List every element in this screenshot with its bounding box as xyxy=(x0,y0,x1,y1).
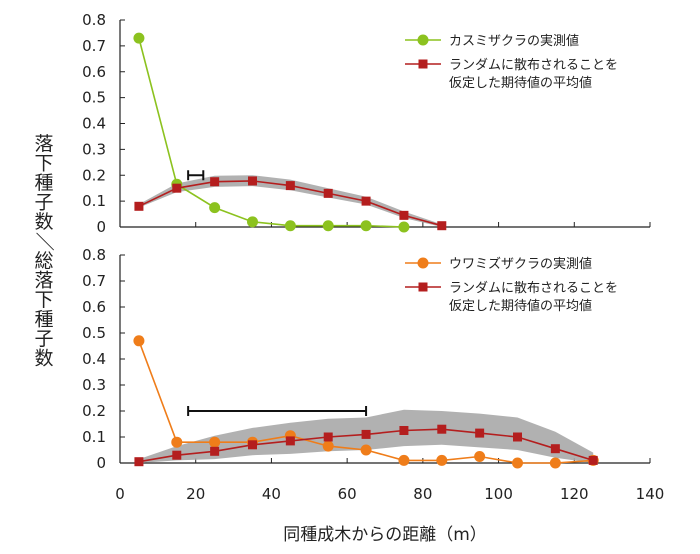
x-tick-label: 60 xyxy=(338,485,357,503)
data-point xyxy=(360,220,372,232)
data-point xyxy=(133,32,145,44)
data-point xyxy=(134,201,144,211)
y-tick-label: 0.6 xyxy=(82,298,106,316)
data-point xyxy=(475,428,485,438)
y-tick-label: 0.8 xyxy=(82,246,106,264)
data-point xyxy=(398,454,410,466)
y-tick-label: 0 xyxy=(96,454,106,472)
legend-marker xyxy=(418,59,428,69)
data-point xyxy=(248,440,257,450)
y-tick-label: 0.1 xyxy=(82,428,106,446)
legend-label: 仮定した期待値の平均値 xyxy=(449,298,592,314)
data-point xyxy=(284,220,296,232)
y-tick-label: 0.2 xyxy=(82,166,106,184)
data-point xyxy=(399,210,409,220)
y-axis-title-char: 落 xyxy=(34,133,53,155)
data-point xyxy=(209,202,221,214)
y-tick-label: 0.2 xyxy=(82,402,106,420)
data-point xyxy=(323,188,333,198)
data-point xyxy=(133,335,145,347)
y-tick-label: 0 xyxy=(96,218,106,236)
y-axis-title-char: 下 xyxy=(34,153,53,175)
data-point xyxy=(436,454,448,466)
data-point xyxy=(549,457,561,469)
y-tick-label: 0.5 xyxy=(82,89,106,107)
x-tick-label: 0 xyxy=(115,485,125,503)
x-tick-label: 40 xyxy=(262,485,281,503)
x-tick-label: 20 xyxy=(186,485,205,503)
data-point xyxy=(247,216,258,228)
legend-label: ランダムに散布されることを xyxy=(449,58,618,73)
data-point xyxy=(285,436,295,446)
data-point xyxy=(437,424,447,434)
data-point xyxy=(209,436,221,448)
x-tick-label: 80 xyxy=(413,485,432,503)
data-point xyxy=(399,426,409,435)
data-point xyxy=(172,183,182,193)
data-point xyxy=(210,446,220,456)
data-point xyxy=(398,221,410,233)
legend-label: 仮定した期待値の平均値 xyxy=(449,75,592,91)
y-tick-label: 0.4 xyxy=(82,350,106,368)
data-point xyxy=(588,455,598,465)
y-tick-label: 0.5 xyxy=(82,324,106,342)
legend-label: ランダムに散布されることを xyxy=(449,281,618,296)
y-tick-label: 0.8 xyxy=(82,11,106,29)
y-axis-title-char: ／ xyxy=(33,232,55,251)
data-point xyxy=(437,221,447,231)
data-point xyxy=(361,196,371,206)
data-point xyxy=(210,177,220,187)
data-point xyxy=(513,432,522,442)
y-tick-label: 0.3 xyxy=(82,140,106,158)
legend-marker xyxy=(417,34,429,46)
y-tick-label: 0.6 xyxy=(82,63,106,81)
y-tick-label: 0.4 xyxy=(82,115,106,133)
data-point xyxy=(171,436,183,448)
legend-marker xyxy=(417,257,429,269)
legend-marker xyxy=(418,282,428,292)
y-axis-title-char: 数 xyxy=(34,348,53,370)
x-axis-title: 同種成木からの距離（m） xyxy=(283,525,487,545)
data-point xyxy=(512,457,523,469)
y-axis-title-char: 総 xyxy=(34,250,53,272)
panel-2: 0 0.1 0.2 0.3 0.4 0.5 0.6 0.7 0.8 ウワミズザクラの実測値ランダム… xyxy=(82,246,651,472)
y-axis-title-char: 種 xyxy=(34,309,53,331)
y-axis-title-char: 種 xyxy=(34,172,53,194)
data-point xyxy=(322,220,334,232)
data-point xyxy=(474,451,486,462)
y-tick-label: 0.3 xyxy=(82,376,106,394)
y-tick-label: 0.7 xyxy=(82,272,106,290)
data-point xyxy=(285,181,295,191)
y-axis-title-char: 下 xyxy=(34,289,53,311)
data-point xyxy=(172,450,182,460)
legend-label: ウワミズザクラの実測値 xyxy=(449,256,592,272)
y-tick-label: 0.7 xyxy=(82,37,106,55)
y-axis-title-char: 子 xyxy=(34,192,53,214)
data-point xyxy=(134,457,144,467)
x-tick-label: 120 xyxy=(560,485,589,503)
panel-1: 0 0.1 0.2 0.3 0.4 0.5 0.6 0.7 0.8 カスミザクラの実測値ランダムに… xyxy=(82,11,651,236)
data-point xyxy=(550,444,560,454)
data-point xyxy=(323,432,333,442)
series-line xyxy=(138,37,404,228)
x-tick-label: 140 xyxy=(636,485,665,503)
x-tick-label: 100 xyxy=(484,485,513,503)
y-axis-title-char: 子 xyxy=(34,328,53,350)
data-point xyxy=(248,176,257,186)
y-axis-title-char: 数 xyxy=(34,211,53,233)
legend-label: カスミザクラの実測値 xyxy=(449,33,579,49)
y-tick-label: 0.1 xyxy=(82,192,106,210)
data-point xyxy=(361,429,371,439)
data-point xyxy=(322,440,334,452)
data-point xyxy=(360,444,372,456)
y-axis-title-char: 落 xyxy=(34,270,53,292)
